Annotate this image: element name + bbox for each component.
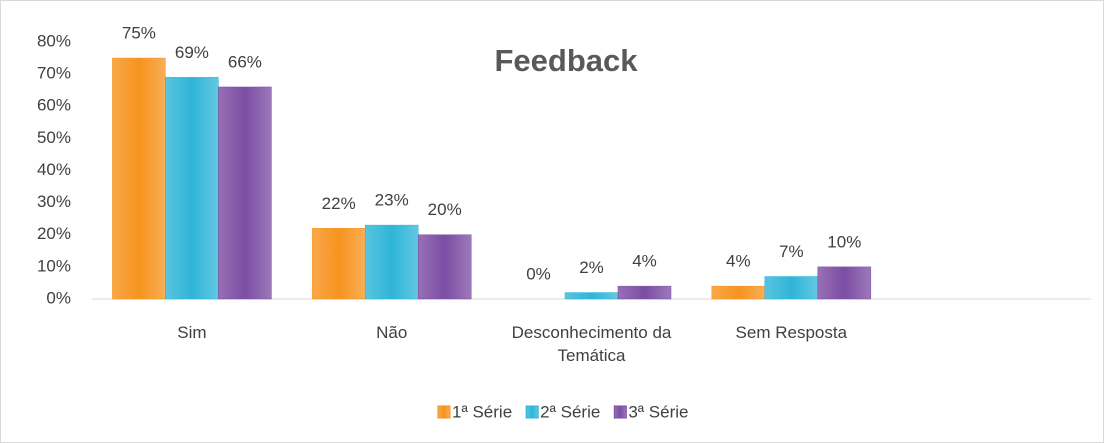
data-label: 69% <box>175 43 209 62</box>
y-tick-label: 80% <box>37 31 71 50</box>
legend-swatch <box>437 405 451 419</box>
data-label: 20% <box>428 200 462 219</box>
y-tick-label: 70% <box>37 64 71 83</box>
legend-label: 3ª Série <box>628 402 688 421</box>
legend-swatch <box>613 405 627 419</box>
bar <box>711 285 766 300</box>
y-tick-label: 30% <box>37 192 71 211</box>
bar <box>564 292 619 300</box>
legend-swatch <box>525 405 539 419</box>
y-tick-label: 60% <box>37 96 71 115</box>
bar <box>417 234 472 300</box>
data-label: 4% <box>632 252 657 271</box>
x-tick-label: Sem Resposta <box>735 323 848 342</box>
data-label: 7% <box>779 242 804 261</box>
data-label: 66% <box>228 52 262 71</box>
data-label: 2% <box>579 258 604 277</box>
bar <box>218 86 272 300</box>
bar <box>817 266 872 300</box>
bar <box>364 224 419 300</box>
y-tick-label: 20% <box>37 224 71 243</box>
data-label: 10% <box>827 232 861 251</box>
data-label: 0% <box>526 264 551 283</box>
data-label: 23% <box>375 191 409 210</box>
x-tick-label: Desconhecimento da Temática <box>511 323 672 365</box>
data-label: 75% <box>122 24 156 43</box>
bar <box>165 77 219 300</box>
y-tick-label: 10% <box>37 256 71 275</box>
x-tick-label: Não <box>376 323 408 342</box>
y-tick-label: 50% <box>37 128 71 147</box>
x-tick-label: Sim <box>177 323 207 342</box>
data-label: 4% <box>726 252 751 271</box>
legend-label: 1ª Série <box>452 402 512 421</box>
data-label: 22% <box>322 194 356 213</box>
y-tick-label: 40% <box>37 160 71 179</box>
bar <box>112 57 166 300</box>
legend-label: 2ª Série <box>540 402 600 421</box>
y-tick-label: 0% <box>46 288 71 307</box>
bar <box>311 228 366 300</box>
bar <box>764 276 819 300</box>
chart-title: Feedback <box>494 43 638 78</box>
bar <box>617 285 672 300</box>
